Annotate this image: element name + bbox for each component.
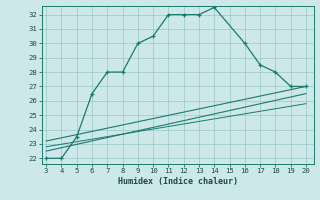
- X-axis label: Humidex (Indice chaleur): Humidex (Indice chaleur): [118, 177, 237, 186]
